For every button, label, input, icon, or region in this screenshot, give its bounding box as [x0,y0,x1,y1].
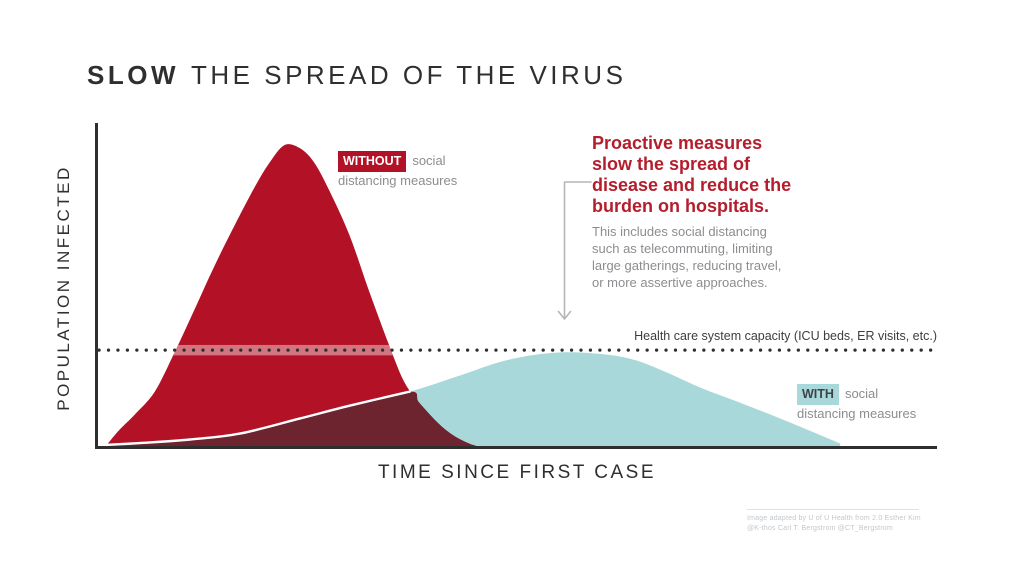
without-label-line2: distancing measures [338,173,458,188]
page-title: SLOW THE SPREAD OF THE VIRUS [87,60,626,91]
callout-heading-line: burden on hospitals. [592,196,770,216]
credit-line2: @K-thos Carl T. Bergstrom @CT_Bergstrom [747,524,893,532]
with-distancing-curve [98,352,841,446]
y-axis-label: POPULATION INFECTED [54,165,73,411]
credit-line1: Image adapted by U of U Health from 2.0 … [747,515,921,522]
callout-body-line: such as telecommuting, limiting [592,241,773,256]
title-rest: THE SPREAD OF THE VIRUS [191,60,627,90]
with-label-line1: WITH social [797,384,916,405]
x-axis-label: TIME SINCE FIRST CASE [377,462,657,483]
with-tag: WITH [797,384,839,405]
callout-heading: Proactive measures slow the spread of di… [592,133,791,217]
title-emphasis: SLOW [87,60,179,90]
with-label-line2: distancing measures [797,406,917,421]
callout-body-line: This includes social distancing [592,224,767,239]
callout-body: This includes social distancing such as … [592,223,781,291]
callout-body-line: or more assertive approaches. [592,275,768,290]
without-suffix: social [412,153,446,168]
arrow-down-connector [557,181,592,320]
callout-heading-line: Proactive measures [592,133,763,153]
with-curve-white-outline [97,390,412,447]
with-label: WITH social distancing measures [797,384,916,422]
callout-heading-line: slow the spread of [592,154,751,174]
without-label-line1: WITHOUT social [338,151,457,172]
image-credit: Image adapted by U of U Health from 2.0 … [747,509,921,533]
capacity-line-label: Health care system capacity (ICU beds, E… [634,329,937,343]
without-distancing-curve [105,144,477,446]
without-tag: WITHOUT [338,151,407,172]
curves-overlap-region [105,391,477,446]
callout-body-line: large gatherings, reducing travel, [592,258,782,273]
axes [95,123,937,449]
without-label: WITHOUT social distancing measures [338,151,457,189]
callout-heading-line: disease and reduce the [592,175,792,195]
with-suffix: social [844,386,879,401]
capacity-line-highlight-band [105,344,477,356]
